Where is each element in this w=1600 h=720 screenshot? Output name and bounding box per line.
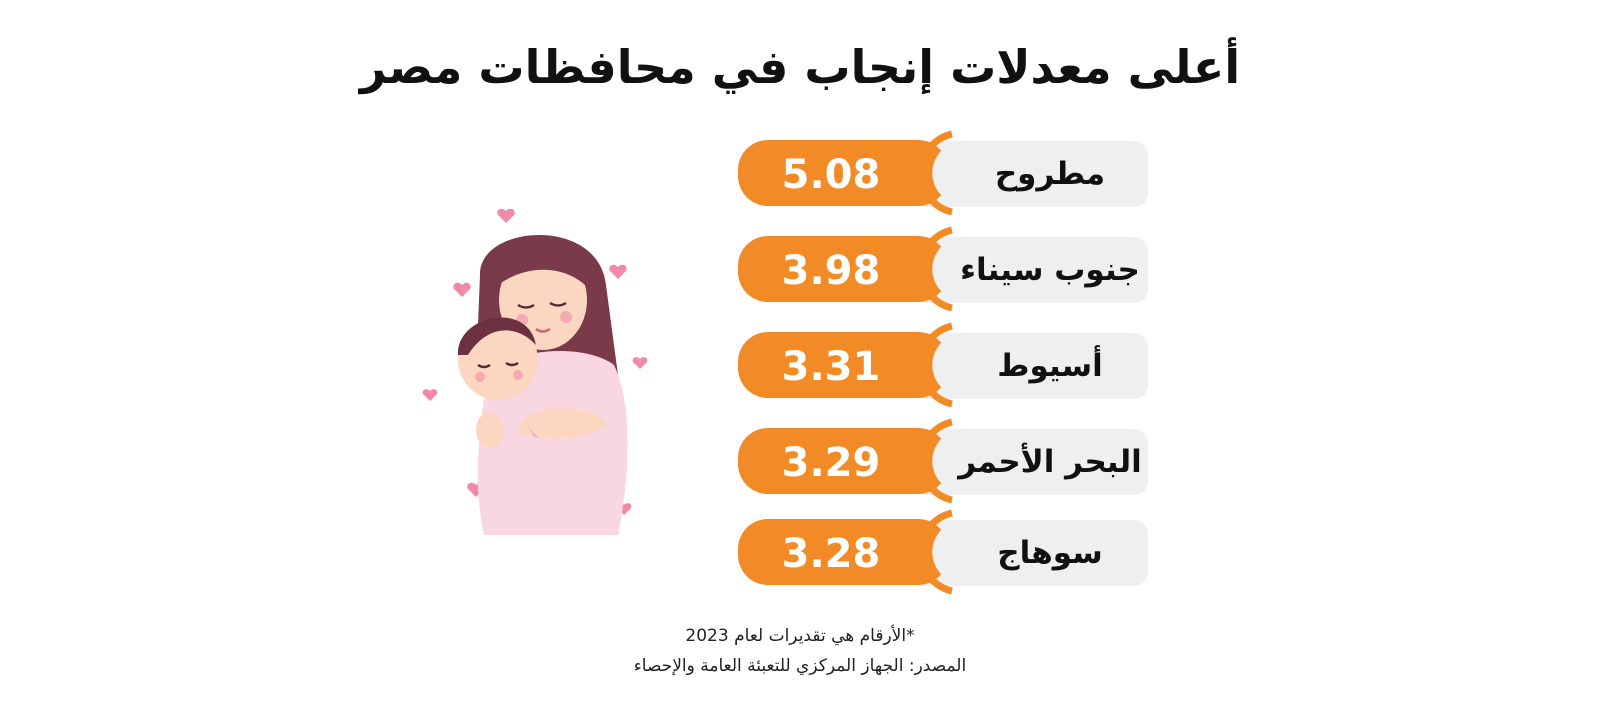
- value-pill: [738, 332, 948, 398]
- label-cap: [932, 237, 990, 301]
- category-label: البحر الأحمر: [956, 442, 1141, 480]
- value-pill: [738, 236, 948, 302]
- pill-arc: [917, 322, 953, 408]
- pill-arc: [917, 130, 953, 216]
- category-label: مطروح: [995, 156, 1105, 192]
- pill-arc: [917, 226, 953, 312]
- value-pill: [738, 428, 948, 494]
- category-label: أسيوط: [997, 345, 1102, 384]
- category-label: جنوب سيناء: [960, 252, 1140, 288]
- footnote: *الأرقام هي تقديرات لعام 2023: [685, 626, 915, 646]
- value-label: 3.98: [782, 248, 881, 294]
- label-cap: [932, 333, 990, 397]
- value-label: 5.08: [782, 152, 881, 198]
- category-label: سوهاج: [997, 535, 1102, 571]
- pill-arc: [917, 509, 953, 595]
- value-label: 3.29: [782, 440, 881, 486]
- label-cap: [932, 429, 990, 493]
- label-cap: [932, 141, 990, 205]
- label-cap: [932, 520, 990, 584]
- value-pill: [738, 519, 948, 585]
- mother-holding-baby-icon: [422, 208, 648, 535]
- value-pill: [738, 140, 948, 206]
- value-label: 3.31: [782, 344, 881, 390]
- source-note: المصدر: الجهاز المركزي للتعبئة العامة وا…: [633, 656, 967, 676]
- pill-arc: [917, 418, 953, 504]
- value-label: 3.28: [782, 531, 881, 577]
- chart-title: أعلى معدلات إنجاب في محافظات مصر: [359, 40, 1241, 94]
